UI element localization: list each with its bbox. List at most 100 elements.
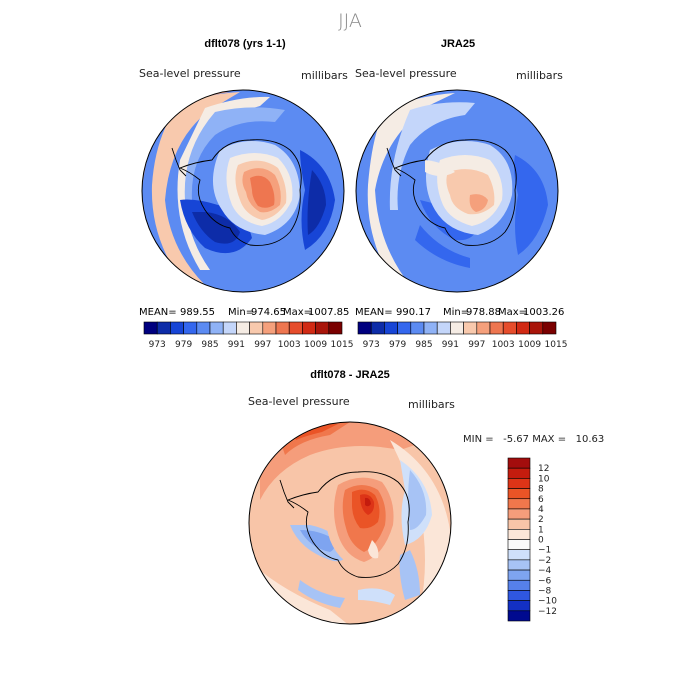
units-label: millibars: [301, 69, 348, 82]
panel-title: dflt078 - JRA25: [310, 369, 389, 381]
colorbar-swatch: [542, 321, 557, 335]
colorbar-swatch: [328, 321, 343, 335]
map-outline: [141, 89, 345, 293]
colorbar-swatch: [450, 321, 464, 335]
colorbar-swatch: [476, 321, 491, 335]
panel-title: JRA25: [441, 38, 475, 50]
colorbar-tick-label: 4: [538, 505, 544, 515]
colorbar-tick-label: 997: [254, 340, 271, 350]
colorbar-swatch: [507, 579, 531, 591]
colorbar-swatch: [262, 321, 277, 335]
colorbar-tick-label: 979: [389, 340, 406, 350]
figure-title: JJA: [338, 10, 362, 32]
colorbar-swatch: [507, 539, 531, 550]
colorbar-swatch: [196, 321, 211, 335]
colorbar-swatch: [507, 518, 531, 530]
colorbar-swatch: [507, 478, 531, 489]
colorbar-swatch: [507, 559, 531, 571]
colorbar-tick-label: 1003: [492, 340, 515, 350]
colorbar-swatch: [236, 321, 250, 335]
colorbar-swatch: [502, 321, 517, 335]
colorbar-swatch: [397, 321, 412, 335]
colorbar-swatch: [516, 321, 530, 335]
colorbar-tick-label: −12: [538, 607, 557, 617]
colorbar-swatch: [507, 569, 531, 581]
colorbar-tick-label: −2: [538, 556, 551, 566]
colorbar-swatch: [209, 321, 224, 335]
polar-map: [249, 422, 451, 624]
colorbar-tick-label: −10: [538, 597, 557, 607]
colorbar-tick-label: 979: [175, 340, 192, 350]
colorbar-tick-label: 10: [538, 474, 550, 484]
colorbar-tick-label: 985: [201, 340, 218, 350]
colorbar-tick-label: 991: [228, 340, 245, 350]
colorbar-tick-label: 12: [538, 464, 549, 474]
colorbar-swatch: [436, 321, 451, 335]
colorbar-swatch: [249, 321, 264, 335]
colorbar-swatch: [222, 321, 237, 335]
polar-map: [142, 90, 344, 292]
colorbar-tick-label: 2: [538, 515, 544, 525]
panel-title: dflt078 (yrs 1-1): [204, 38, 286, 50]
colorbar-swatch: [507, 610, 531, 622]
colorbar-tick-label: 1003: [278, 340, 301, 350]
colorbar-swatch: [370, 321, 385, 335]
colorbar-swatch: [507, 529, 531, 540]
colorbar-tick-label: 1015: [331, 340, 354, 350]
panel-obs: JRA25 Sea-level pressure millibars MEAN=…: [355, 38, 568, 350]
colorbar-swatch: [410, 321, 425, 335]
colorbar-swatch: [275, 321, 290, 335]
colorbar-obs: 973 979 985 991 997 1003 1009 1015: [357, 321, 568, 350]
field-label: Sea-level pressure: [248, 395, 350, 408]
field-label: Sea-level pressure: [355, 67, 457, 80]
colorbar-tick-label: 991: [442, 340, 459, 350]
colorbar-swatch: [507, 457, 531, 469]
colorbar-tick-label: 973: [149, 340, 166, 350]
colorbar-swatch: [302, 321, 316, 335]
colorbar-tick-label: 973: [363, 340, 380, 350]
colorbar-swatch: [507, 600, 531, 612]
colorbar-swatch: [463, 321, 478, 335]
colorbar-swatch: [384, 321, 398, 335]
colorbar-swatch: [507, 590, 531, 601]
colorbar-swatch: [288, 321, 303, 335]
stats-line: MEAN= 990.17 Min= 978.88 Max= 1003.26: [355, 307, 564, 318]
field-label: Sea-level pressure: [139, 67, 241, 80]
stats-line: MIN = -5.67 MAX = 10.63: [463, 434, 604, 445]
polar-map: [356, 90, 558, 292]
colorbar-tick-label: 1: [538, 525, 544, 535]
colorbar-tick-label: −1: [538, 546, 551, 556]
panel-diff: dflt078 - JRA25 Sea-level pressure milli…: [248, 369, 604, 625]
map-outline: [248, 421, 452, 625]
colorbar-swatch: [183, 321, 198, 335]
colorbar-tick-label: 1015: [545, 340, 568, 350]
colorbar-tick-label: 0: [538, 536, 544, 546]
panel-model: dflt078 (yrs 1-1) Sea-level pressure mil…: [139, 38, 353, 350]
colorbar-tick-label: −6: [538, 576, 552, 586]
colorbar-tick-label: −4: [538, 566, 552, 576]
colorbar-swatch: [423, 321, 438, 335]
colorbar-swatch: [507, 467, 531, 479]
colorbar-tick-label: 8: [538, 485, 544, 495]
colorbar-swatch: [143, 321, 158, 335]
colorbar-tick-label: 985: [415, 340, 432, 350]
units-label: millibars: [516, 69, 563, 82]
colorbar-tick-label: −8: [538, 586, 552, 596]
stats-line: MEAN= 989.55 Min= 974.65 Max= 1007.85: [139, 307, 349, 318]
colorbar-swatch: [507, 549, 531, 561]
colorbar-swatch: [170, 321, 184, 335]
colorbar-swatch: [156, 321, 171, 335]
colorbar-tick-label: 1009: [518, 340, 541, 350]
colorbar-tick-label: 997: [468, 340, 485, 350]
units-label: millibars: [408, 398, 455, 411]
colorbar-swatch: [315, 321, 330, 335]
colorbar-tick-label: 6: [538, 495, 544, 505]
colorbar-swatch: [507, 498, 531, 510]
colorbar-swatch: [507, 508, 531, 520]
colorbar-swatch: [489, 321, 504, 335]
colorbar-swatch: [507, 488, 531, 500]
map-outline: [355, 89, 559, 293]
colorbar-tick-label: 1009: [304, 340, 327, 350]
